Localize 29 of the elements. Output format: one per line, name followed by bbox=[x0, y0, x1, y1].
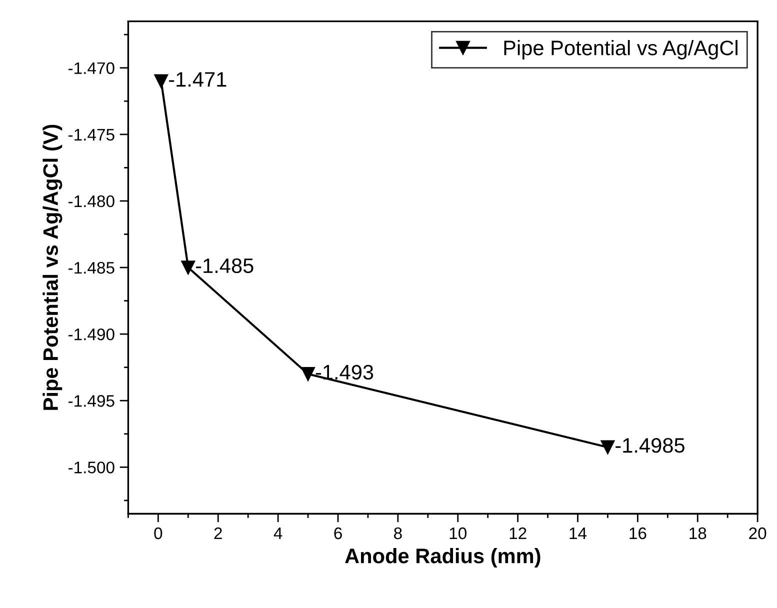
x-tick-label: 18 bbox=[690, 527, 706, 540]
point bbox=[301, 367, 315, 381]
x-tick-label: 16 bbox=[630, 527, 646, 540]
x-tick-label: 20 bbox=[749, 527, 766, 540]
data-label: -1.493 bbox=[316, 364, 374, 380]
x-axis-title: Anode Radius (mm) bbox=[345, 548, 540, 568]
x-tick-label: 6 bbox=[334, 527, 342, 540]
y-tick-label: -1.485 bbox=[68, 262, 114, 274]
x-tick-label: 8 bbox=[394, 527, 402, 540]
x-tick-label: 10 bbox=[450, 527, 466, 540]
y-tick-label: -1.480 bbox=[68, 195, 114, 208]
point bbox=[181, 260, 196, 274]
point bbox=[154, 74, 168, 88]
point bbox=[600, 440, 615, 454]
x-tick-label: 12 bbox=[510, 527, 526, 540]
y-tick-label: -1.500 bbox=[68, 462, 114, 474]
data-label: -1.4985 bbox=[616, 438, 684, 453]
data-label: -1.485 bbox=[196, 258, 254, 274]
y-tick-label: -1.475 bbox=[68, 128, 114, 141]
data-label: -1.471 bbox=[169, 72, 226, 87]
legend-label: Pipe Potential vs Ag/AgCl bbox=[504, 40, 738, 60]
x-tick-label: 14 bbox=[570, 528, 587, 540]
x-tick-label: 2 bbox=[214, 527, 222, 540]
y-tick-label: -1.470 bbox=[68, 62, 114, 74]
y-tick-label: -1.490 bbox=[68, 328, 114, 340]
x-tick-label: 0 bbox=[154, 527, 162, 540]
y-axis-title: Pipe Potential vs Ag/AgCl (V) bbox=[42, 124, 62, 410]
y-tick-label: -1.495 bbox=[68, 395, 114, 407]
x-tick-label: 4 bbox=[274, 528, 282, 540]
